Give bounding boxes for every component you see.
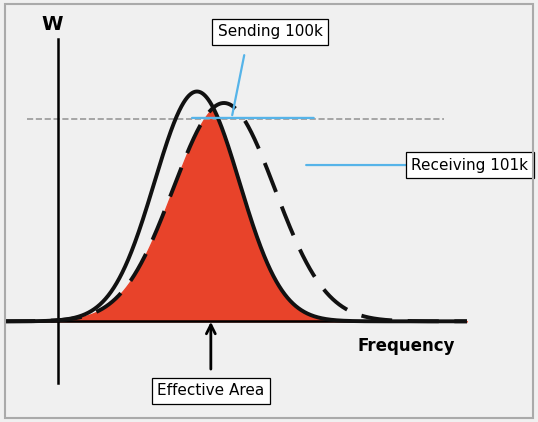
Text: W: W <box>41 15 63 34</box>
Text: Frequency: Frequency <box>358 338 455 355</box>
Text: Sending 100k: Sending 100k <box>218 24 323 39</box>
Text: Effective Area: Effective Area <box>157 383 265 398</box>
Text: Receiving 101k: Receiving 101k <box>412 157 528 173</box>
